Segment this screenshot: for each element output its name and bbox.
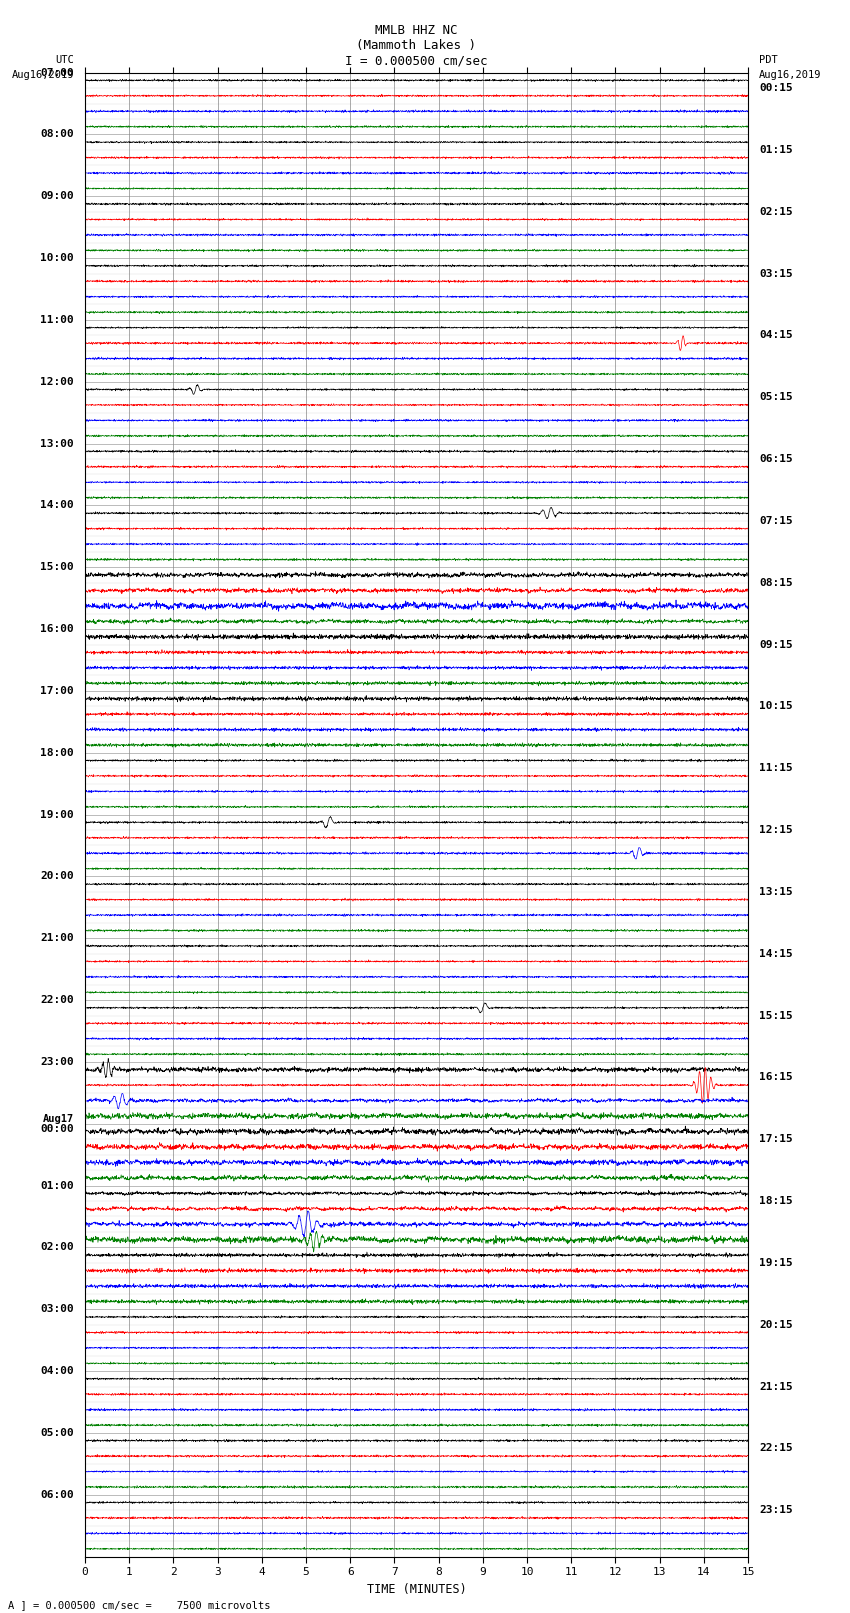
Text: 02:15: 02:15 <box>759 206 793 216</box>
Text: 03:00: 03:00 <box>40 1305 74 1315</box>
Text: 00:15: 00:15 <box>759 82 793 94</box>
Text: 01:15: 01:15 <box>759 145 793 155</box>
Text: 13:00: 13:00 <box>40 439 74 448</box>
Text: 12:00: 12:00 <box>40 377 74 387</box>
Text: 14:00: 14:00 <box>40 500 74 510</box>
Text: 12:15: 12:15 <box>759 824 793 836</box>
Text: Aug17: Aug17 <box>42 1113 74 1124</box>
Text: Aug16,2019: Aug16,2019 <box>759 71 822 81</box>
Text: 11:15: 11:15 <box>759 763 793 773</box>
Text: 07:15: 07:15 <box>759 516 793 526</box>
Text: 00:00: 00:00 <box>40 1124 74 1134</box>
Text: 17:00: 17:00 <box>40 686 74 695</box>
Title: MMLB HHZ NC
(Mammoth Lakes )
I = 0.000500 cm/sec: MMLB HHZ NC (Mammoth Lakes ) I = 0.00050… <box>345 24 488 68</box>
Text: 21:15: 21:15 <box>759 1381 793 1392</box>
Text: 23:00: 23:00 <box>40 1057 74 1066</box>
Text: A ] = 0.000500 cm/sec =    7500 microvolts: A ] = 0.000500 cm/sec = 7500 microvolts <box>8 1600 271 1610</box>
Text: 23:15: 23:15 <box>759 1505 793 1515</box>
Text: 15:15: 15:15 <box>759 1010 793 1021</box>
Text: 02:00: 02:00 <box>40 1242 74 1252</box>
Text: 22:00: 22:00 <box>40 995 74 1005</box>
Text: 04:15: 04:15 <box>759 331 793 340</box>
Text: 09:00: 09:00 <box>40 192 74 202</box>
Text: 03:15: 03:15 <box>759 268 793 279</box>
Text: 19:00: 19:00 <box>40 810 74 819</box>
Text: 01:00: 01:00 <box>40 1181 74 1190</box>
Text: 05:15: 05:15 <box>759 392 793 402</box>
Text: 06:15: 06:15 <box>759 453 793 465</box>
Text: 17:15: 17:15 <box>759 1134 793 1144</box>
Text: 15:00: 15:00 <box>40 563 74 573</box>
Text: 21:00: 21:00 <box>40 934 74 944</box>
Text: 18:00: 18:00 <box>40 748 74 758</box>
Text: 16:15: 16:15 <box>759 1073 793 1082</box>
Text: 19:15: 19:15 <box>759 1258 793 1268</box>
Text: 10:15: 10:15 <box>759 702 793 711</box>
Text: 14:15: 14:15 <box>759 948 793 958</box>
Text: 10:00: 10:00 <box>40 253 74 263</box>
Text: 18:15: 18:15 <box>759 1195 793 1207</box>
Text: 20:00: 20:00 <box>40 871 74 881</box>
Text: 09:15: 09:15 <box>759 639 793 650</box>
Text: 04:00: 04:00 <box>40 1366 74 1376</box>
Text: 22:15: 22:15 <box>759 1444 793 1453</box>
Text: 07:00: 07:00 <box>40 68 74 77</box>
Text: 20:15: 20:15 <box>759 1319 793 1329</box>
Text: 16:00: 16:00 <box>40 624 74 634</box>
Text: UTC: UTC <box>55 55 74 65</box>
Text: 08:00: 08:00 <box>40 129 74 139</box>
Text: Aug16,2019: Aug16,2019 <box>11 71 74 81</box>
Text: 08:15: 08:15 <box>759 577 793 587</box>
Text: PDT: PDT <box>759 55 778 65</box>
X-axis label: TIME (MINUTES): TIME (MINUTES) <box>366 1582 467 1595</box>
Text: 11:00: 11:00 <box>40 315 74 324</box>
Text: 13:15: 13:15 <box>759 887 793 897</box>
Text: 06:00: 06:00 <box>40 1490 74 1500</box>
Text: 05:00: 05:00 <box>40 1428 74 1437</box>
